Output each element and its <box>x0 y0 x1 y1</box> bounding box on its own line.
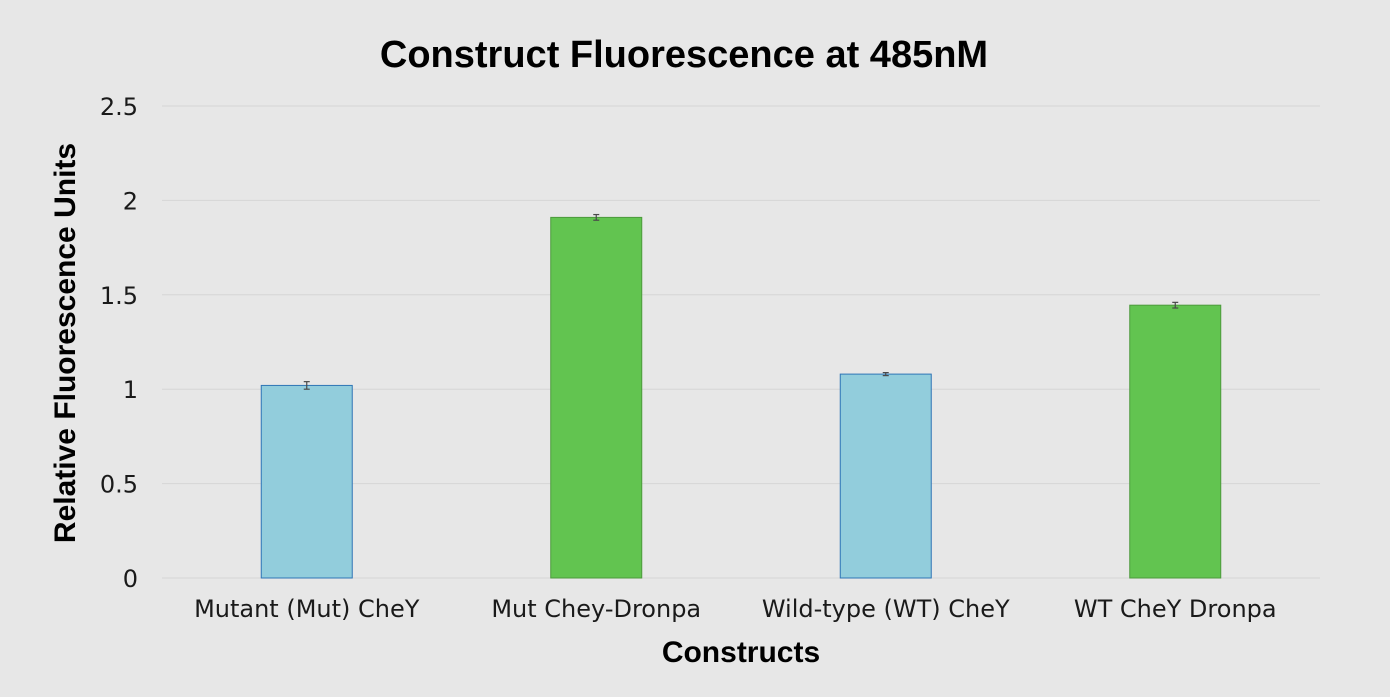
y-tick-label: 2.5 <box>100 93 138 121</box>
y-tick-label: 1 <box>123 376 138 404</box>
bar <box>1129 304 1222 579</box>
bar <box>839 373 932 579</box>
x-category-label: WT CheY Dronpa <box>1074 595 1277 623</box>
y-tick-label: 2 <box>123 187 138 215</box>
x-category-label: Mut Chey-Dronpa <box>491 595 701 623</box>
bar <box>260 384 353 579</box>
x-category-label: Mutant (Mut) CheY <box>194 595 420 623</box>
bar <box>550 216 643 579</box>
error-bar <box>1172 301 1179 309</box>
error-bar <box>593 213 600 221</box>
x-category-label: Wild-type (WT) CheY <box>762 595 1010 623</box>
gridlines <box>162 105 1320 579</box>
y-tick-label: 0.5 <box>100 471 138 499</box>
y-axis-ticks: 0 0.5 1 1.5 2 2.5 <box>100 93 138 593</box>
error-bar <box>882 371 889 377</box>
chart-title: Construct Fluorescence at 485nM <box>380 34 988 76</box>
error-bar <box>303 381 310 390</box>
y-axis-label: Relative Fluorescence Units <box>49 143 82 543</box>
y-tick-label: 1.5 <box>100 282 138 310</box>
bars <box>260 216 1222 579</box>
x-axis-categories: Mutant (Mut) CheY Mut Chey-Dronpa Wild-typ… <box>194 595 1277 623</box>
x-axis-label: Constructs <box>662 636 820 669</box>
error-bars <box>303 213 1179 390</box>
y-tick-label: 0 <box>123 565 138 593</box>
